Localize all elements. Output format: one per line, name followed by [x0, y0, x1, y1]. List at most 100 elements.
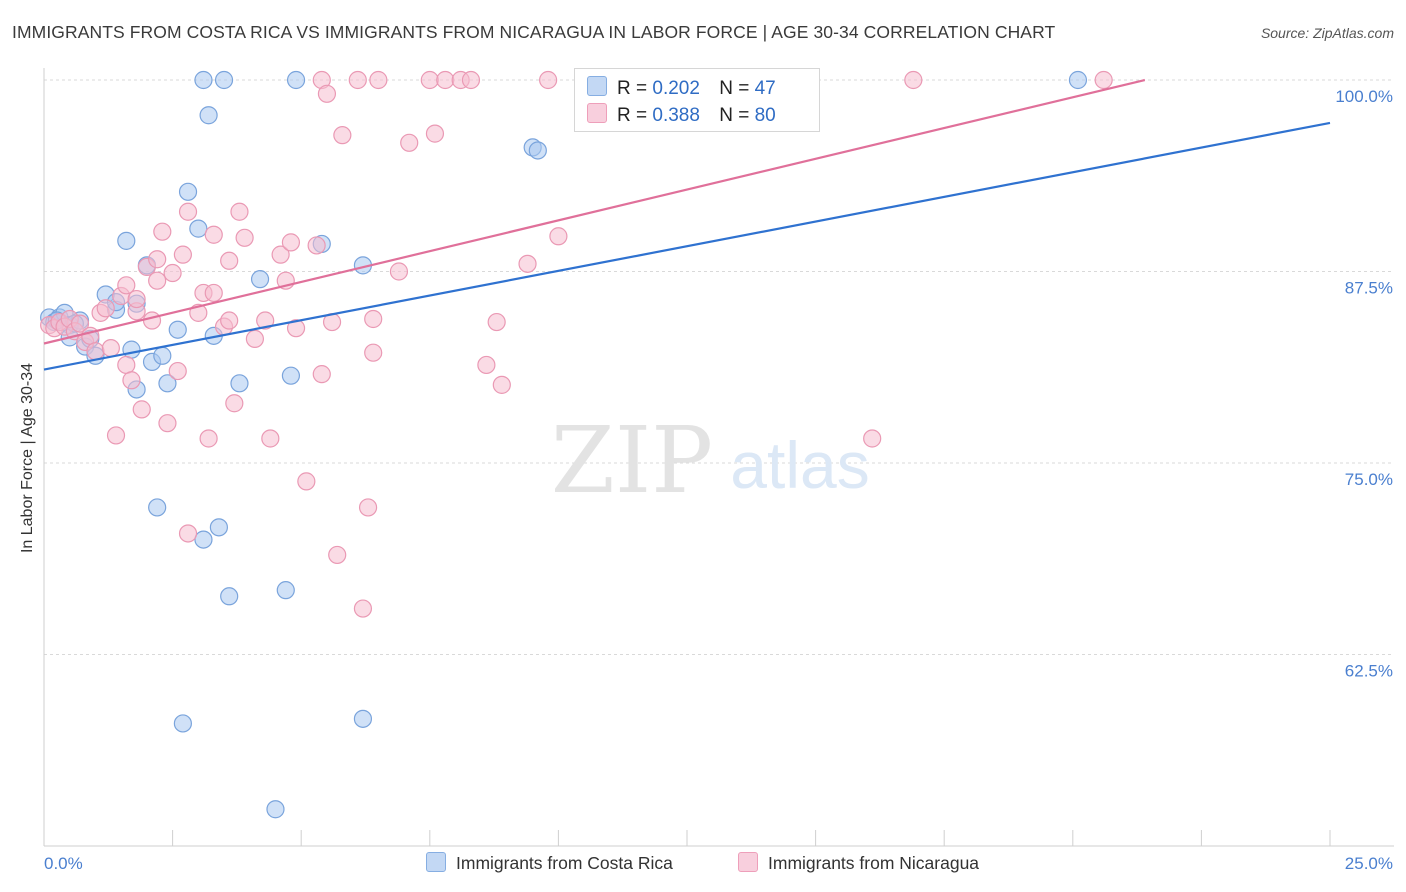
point-nicaragua [1094, 70, 1113, 90]
point-costa-rica [168, 320, 187, 339]
gridlines [44, 79, 1394, 655]
point-nicaragua [358, 498, 378, 517]
watermark-atlas: atlas [730, 428, 869, 502]
watermark-zip: ZIP [551, 407, 713, 514]
y-tick-label: 87.5% [1345, 279, 1393, 298]
point-nicaragua [317, 84, 337, 103]
stats-legend: R = 0.202 N = 47 R = 0.388 N = 80 [574, 68, 820, 132]
point-nicaragua [117, 276, 136, 295]
point-nicaragua [148, 250, 167, 269]
point-costa-rica [286, 70, 306, 90]
point-nicaragua [400, 133, 419, 152]
y-tick-label: 75.0% [1345, 470, 1393, 489]
legend-label-nicaragua: Immigrants from Nicaragua [768, 853, 980, 873]
point-nicaragua [364, 309, 383, 329]
legend-swatch-blue [587, 76, 607, 96]
point-costa-rica [528, 141, 547, 160]
point-nicaragua [163, 263, 182, 283]
point-costa-rica [158, 374, 177, 393]
point-nicaragua [518, 254, 537, 273]
chart-title: IMMIGRANTS FROM COSTA RICA VS IMMIGRANTS… [12, 22, 1056, 42]
point-costa-rica [266, 800, 285, 819]
point-nicaragua [477, 355, 496, 375]
point-nicaragua [904, 70, 923, 90]
n-value-nicaragua: 80 [754, 105, 776, 126]
point-nicaragua [106, 426, 126, 445]
point-nicaragua [461, 70, 481, 90]
legend-swatch-pink [738, 852, 758, 872]
point-nicaragua [220, 251, 239, 270]
point-nicaragua [312, 365, 331, 384]
point-costa-rica [153, 346, 172, 365]
point-costa-rica [194, 70, 213, 90]
r-value-nicaragua: 0.388 [652, 105, 700, 126]
point-costa-rica [276, 581, 295, 600]
point-costa-rica [214, 70, 234, 90]
point-nicaragua [436, 70, 455, 90]
point-nicaragua [199, 429, 218, 448]
n-label: N = [719, 78, 750, 99]
point-costa-rica [230, 374, 249, 393]
n-label: N = [719, 105, 750, 126]
point-nicaragua [158, 414, 177, 433]
n-value-costa-rica: 47 [754, 78, 776, 99]
tick-labels: 62.5% 75.0% 87.5% 100.0% 0.0% 25.0% [44, 87, 1393, 873]
point-costa-rica [194, 530, 213, 549]
legend-label-costa-rica: Immigrants from Costa Rica [456, 853, 673, 873]
x-tick-label: 0.0% [44, 854, 83, 873]
trend-lines [43, 78, 1331, 371]
stats-row-costa-rica: R = 0.202 N = 47 [587, 76, 776, 100]
point-nicaragua [492, 375, 511, 394]
point-costa-rica [353, 709, 373, 728]
point-nicaragua [487, 312, 506, 332]
point-nicaragua [256, 311, 275, 330]
watermark: ZIP atlas [551, 407, 870, 514]
point-nicaragua [142, 311, 162, 330]
point-nicaragua [307, 236, 326, 255]
point-nicaragua [132, 400, 151, 419]
point-costa-rica [220, 587, 239, 606]
legend-swatch-blue [426, 852, 446, 872]
point-nicaragua [348, 70, 367, 90]
point-nicaragua [117, 355, 136, 375]
r-label: R = [617, 78, 648, 99]
legend-item-nicaragua[interactable]: Immigrants from Nicaragua [738, 852, 979, 874]
point-nicaragua [261, 429, 280, 448]
point-nicaragua [220, 311, 239, 330]
point-nicaragua [70, 314, 90, 333]
point-costa-rica [281, 366, 301, 385]
point-costa-rica [189, 219, 208, 238]
point-nicaragua [86, 342, 105, 361]
point-nicaragua [333, 126, 352, 145]
point-costa-rica [117, 231, 136, 250]
point-costa-rica [173, 714, 192, 733]
r-value-costa-rica: 0.202 [652, 78, 700, 99]
point-costa-rica [122, 340, 141, 359]
point-nicaragua [225, 394, 244, 413]
legend-item-costa-rica[interactable]: Immigrants from Costa Rica [426, 852, 673, 874]
point-costa-rica [250, 270, 270, 289]
point-costa-rica [148, 498, 167, 517]
point-nicaragua [549, 227, 568, 246]
point-nicaragua [122, 371, 141, 390]
point-nicaragua [96, 299, 115, 318]
point-nicaragua [369, 70, 388, 90]
point-nicaragua [420, 70, 439, 90]
point-nicaragua [297, 472, 316, 491]
trend-line-nicaragua [43, 78, 1146, 345]
point-nicaragua [101, 339, 120, 358]
point-nicaragua [127, 289, 146, 309]
point-nicaragua [178, 524, 198, 543]
point-nicaragua [168, 361, 187, 381]
point-nicaragua [328, 545, 347, 565]
point-costa-rica [1068, 70, 1088, 90]
point-nicaragua [425, 124, 445, 143]
point-nicaragua [353, 599, 373, 618]
point-nicaragua [271, 245, 290, 264]
data-points [40, 70, 1113, 819]
point-nicaragua [364, 343, 383, 362]
y-axis-label: In Labor Force | Age 30-34 [19, 362, 36, 554]
source-credit: Source: ZipAtlas.com [1260, 25, 1394, 41]
point-costa-rica [178, 182, 198, 201]
